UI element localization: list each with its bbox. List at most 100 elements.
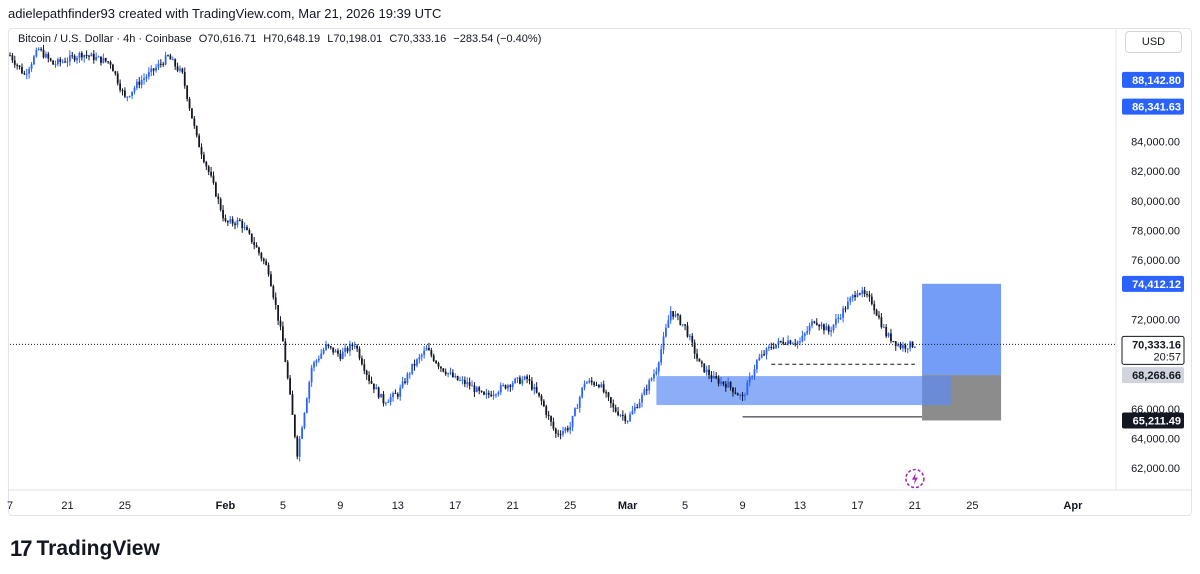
- candle-body: [765, 348, 768, 355]
- candle-body: [660, 349, 663, 363]
- candle-body: [21, 66, 23, 74]
- candle-body: [509, 385, 512, 387]
- candle-body: [696, 353, 698, 359]
- candle-body: [909, 341, 912, 349]
- y-tick-label: 76,000.00: [1131, 255, 1180, 267]
- candle-body: [258, 247, 260, 254]
- candle-body: [894, 341, 897, 346]
- candle-body: [473, 385, 476, 392]
- legend-close: C70,333.16: [389, 33, 447, 45]
- candle-body: [399, 387, 402, 397]
- candle-body: [248, 230, 251, 234]
- candle-body: [384, 402, 387, 404]
- candle-body: [80, 52, 83, 58]
- candle-body: [212, 175, 215, 183]
- candle-body: [890, 333, 892, 342]
- symbol-name[interactable]: Bitcoin / U.S. Dollar · 4h · Coinbase: [18, 33, 192, 45]
- candle-body: [131, 91, 133, 96]
- currency-button[interactable]: USD: [1125, 31, 1182, 53]
- candle-body: [380, 393, 382, 398]
- candle-body: [301, 427, 303, 439]
- x-tick-label: 5: [280, 500, 286, 512]
- candle-body: [155, 67, 157, 71]
- candle-body: [708, 369, 710, 376]
- candle-body: [777, 340, 780, 345]
- candle-body: [143, 78, 145, 81]
- candle-body: [37, 48, 40, 50]
- candle-body: [267, 264, 270, 275]
- tradingview-logo: 17 TradingView: [10, 536, 160, 562]
- candle-body: [497, 392, 500, 395]
- candle-body: [490, 394, 493, 397]
- candle-body: [550, 416, 552, 422]
- candle-body: [751, 376, 754, 378]
- candle-body: [902, 345, 904, 349]
- chart-frame[interactable]: [8, 28, 1192, 516]
- candle-body: [253, 242, 256, 246]
- candle-body: [542, 400, 545, 407]
- candle-body: [95, 57, 98, 61]
- y-tick-label: 78,000.00: [1131, 226, 1180, 238]
- candle-body: [827, 326, 830, 332]
- x-tick-label: 25: [119, 500, 131, 512]
- candle-body: [447, 373, 449, 375]
- candle-body: [315, 360, 318, 363]
- candle-body: [200, 147, 203, 155]
- candle-body: [344, 347, 347, 352]
- candle-body: [820, 324, 823, 327]
- candle-body: [396, 393, 399, 397]
- candle-body: [684, 324, 686, 326]
- candle-body: [11, 55, 14, 61]
- candle-body: [179, 68, 181, 71]
- candle-body: [521, 379, 524, 384]
- candle-body: [327, 344, 330, 347]
- candle-body: [799, 341, 801, 343]
- x-tick-label: 21: [909, 500, 921, 512]
- candle-body: [322, 349, 325, 354]
- candle-body: [23, 73, 26, 75]
- candle-body: [435, 360, 438, 364]
- candle-body: [270, 274, 272, 287]
- candle-body: [655, 371, 658, 374]
- candle-body: [574, 408, 576, 416]
- candle-body: [406, 373, 409, 383]
- candle-body: [739, 394, 742, 396]
- candle-body: [609, 397, 612, 404]
- candle-body: [643, 389, 646, 396]
- candle-body: [672, 311, 675, 317]
- candle-body: [260, 253, 263, 259]
- candle-body: [88, 55, 90, 57]
- candle-body: [279, 320, 282, 327]
- candle-body: [605, 392, 607, 394]
- price-label-bg: [1122, 275, 1184, 292]
- candle-body: [454, 376, 457, 378]
- candle-body: [183, 72, 186, 86]
- candle-body: [688, 335, 691, 337]
- candle-body: [365, 370, 368, 375]
- candle-body: [116, 73, 119, 84]
- candle-body: [413, 363, 416, 366]
- candle-body: [135, 81, 138, 88]
- candle-body: [138, 81, 141, 85]
- candle-body: [779, 340, 782, 342]
- candle-body: [818, 324, 821, 327]
- candle-body: [803, 333, 806, 336]
- candle-body: [633, 407, 636, 411]
- x-tick-label: 9: [337, 500, 343, 512]
- candle-body: [325, 344, 327, 350]
- candle-body: [404, 381, 406, 383]
- candle-body: [293, 414, 296, 437]
- candle-body: [334, 350, 337, 353]
- candle-body: [885, 327, 888, 337]
- candle-body: [286, 361, 289, 379]
- candle-body: [18, 65, 21, 67]
- candle-body: [621, 415, 624, 417]
- candle-body: [516, 377, 519, 379]
- candle-body: [861, 290, 864, 294]
- candle-body: [595, 384, 598, 386]
- candle-body: [638, 402, 641, 408]
- candle-body: [66, 61, 69, 63]
- candle-body: [351, 344, 354, 347]
- candle-body: [49, 58, 52, 61]
